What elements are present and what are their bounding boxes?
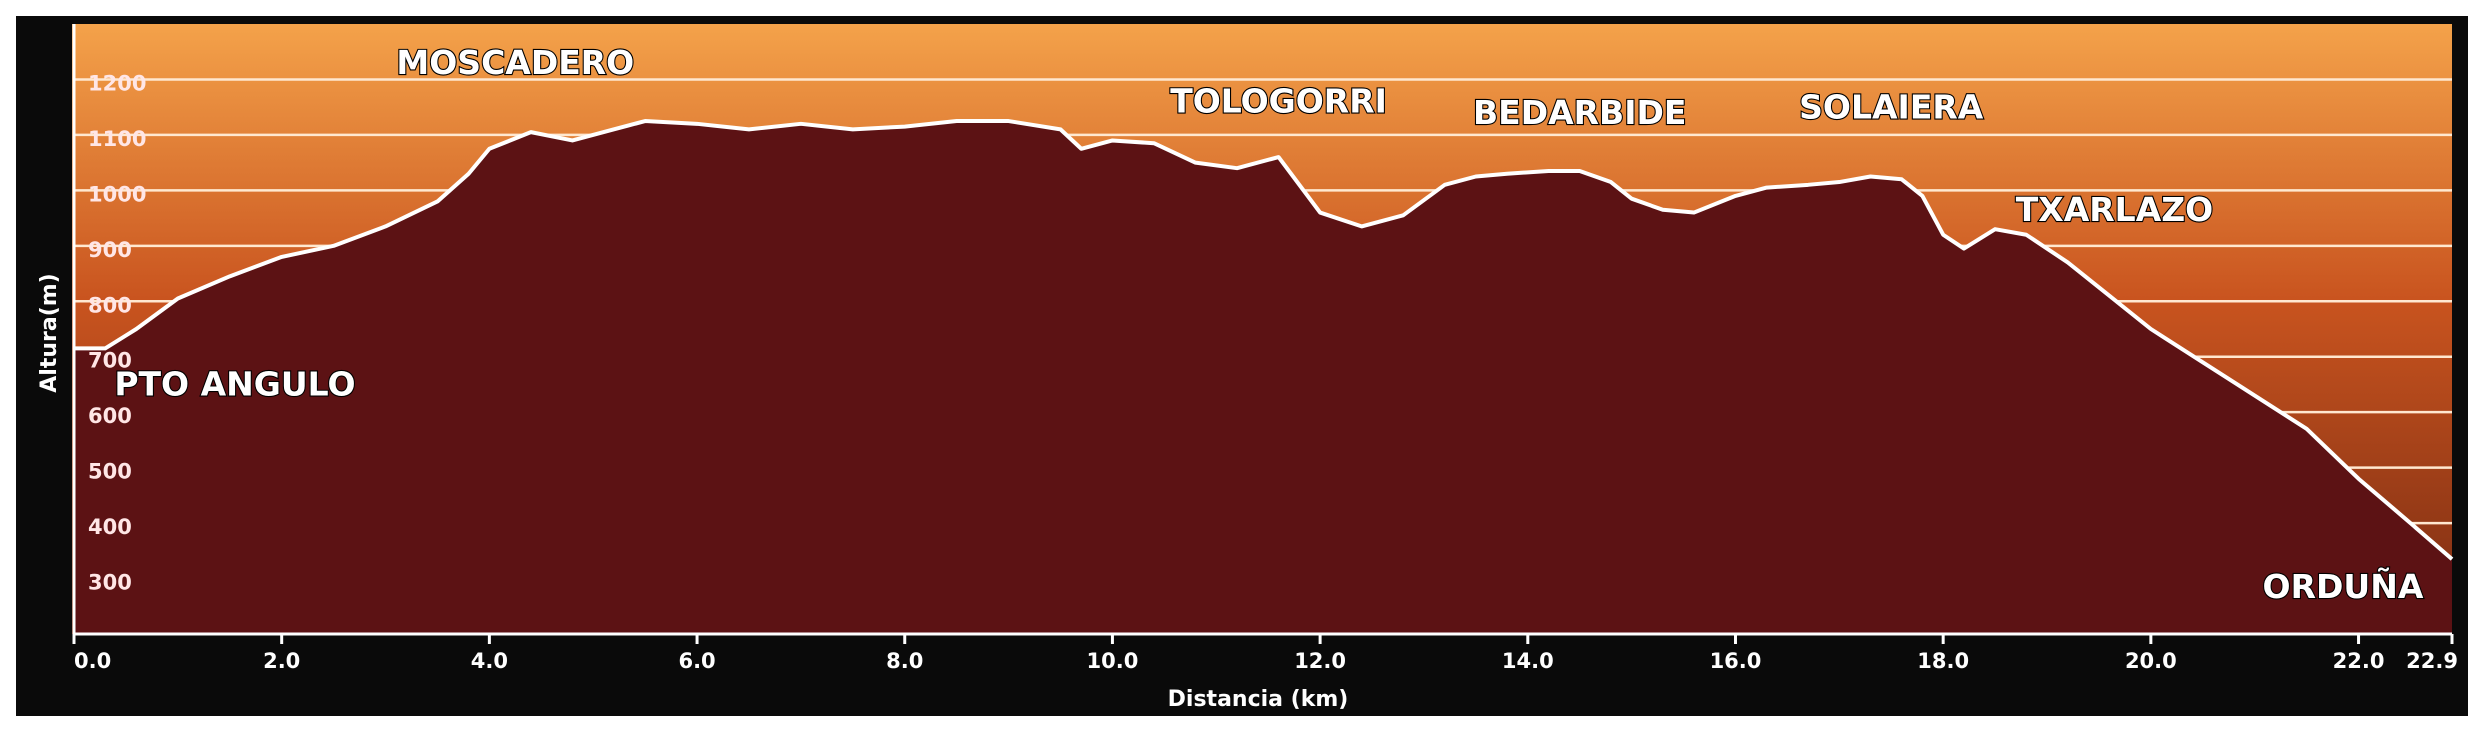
elevation-area [74, 119, 2454, 634]
summit-label-solaiera: SOLAIERA [1799, 87, 1984, 126]
x-tick-label-0.0: 0.0 [74, 649, 111, 673]
y-tick-label-800: 800 [88, 293, 132, 317]
elevation-line [74, 119, 2454, 561]
summit-label-tologorri: TOLOGORRI [1170, 82, 1387, 121]
y-tick-labels: 300 400 500 600 700 800 900 1000 1100 1200 [88, 71, 146, 594]
summit-label-ordu-a: ORDUÑA [2263, 566, 2424, 606]
y-tick-label-500: 500 [88, 460, 132, 484]
x-tick-label-8.0: 8.0 [886, 649, 923, 673]
summit-label-pto-angulo: PTO ANGULO [114, 365, 355, 404]
y-tick-label-900: 900 [88, 238, 132, 262]
y-tick-label-1000: 1000 [88, 182, 146, 206]
summit-label-bedarbide: BEDARBIDE [1473, 93, 1686, 132]
y-tick-label-600: 600 [88, 404, 132, 428]
summit-labels: MOSCADERO TOLOGORRI BEDARBIDE SOLAIERA TXARL… [113, 42, 2425, 607]
x-tick-label-20.0: 20.0 [2125, 649, 2177, 673]
y-tick-label-1200: 1200 [88, 71, 146, 95]
y-tick-label-300: 300 [88, 571, 132, 595]
y-tick-label-700: 700 [88, 349, 132, 373]
x-tick-labels: 0.0 2.0 4.0 6.0 8.0 10.0 12.0 14.0 16.0 18.0 20.0 2… [72, 634, 2458, 673]
x-tick-label-22.0: 22.0 [2333, 649, 2385, 673]
y-tick-label-1100: 1100 [88, 127, 146, 151]
x-tick-label-10.0: 10.0 [1087, 649, 1139, 673]
x-tick-label-16.0: 16.0 [1710, 649, 1762, 673]
x-tick-label-22.9: 22.9 [2406, 649, 2458, 673]
x-tick-label-14.0: 14.0 [1502, 649, 1554, 673]
y-axis-title: Altura(m) [37, 273, 62, 392]
x-tick-label-4.0: 4.0 [471, 649, 508, 673]
x-tick-label-18.0: 18.0 [1917, 649, 1969, 673]
x-tick-label-2.0: 2.0 [263, 649, 300, 673]
summit-label-moscadero: MOSCADERO [396, 43, 634, 82]
x-tick-label-12.0: 12.0 [1294, 649, 1346, 673]
axes [72, 24, 2452, 636]
x-tick-label-6.0: 6.0 [678, 649, 715, 673]
elevation-fill [74, 121, 2452, 634]
y-tick-label-400: 400 [88, 515, 132, 539]
x-axis-title: Distancia (km) [1168, 687, 1349, 712]
summit-label-txarlazo: TXARLAZO [2016, 190, 2213, 229]
